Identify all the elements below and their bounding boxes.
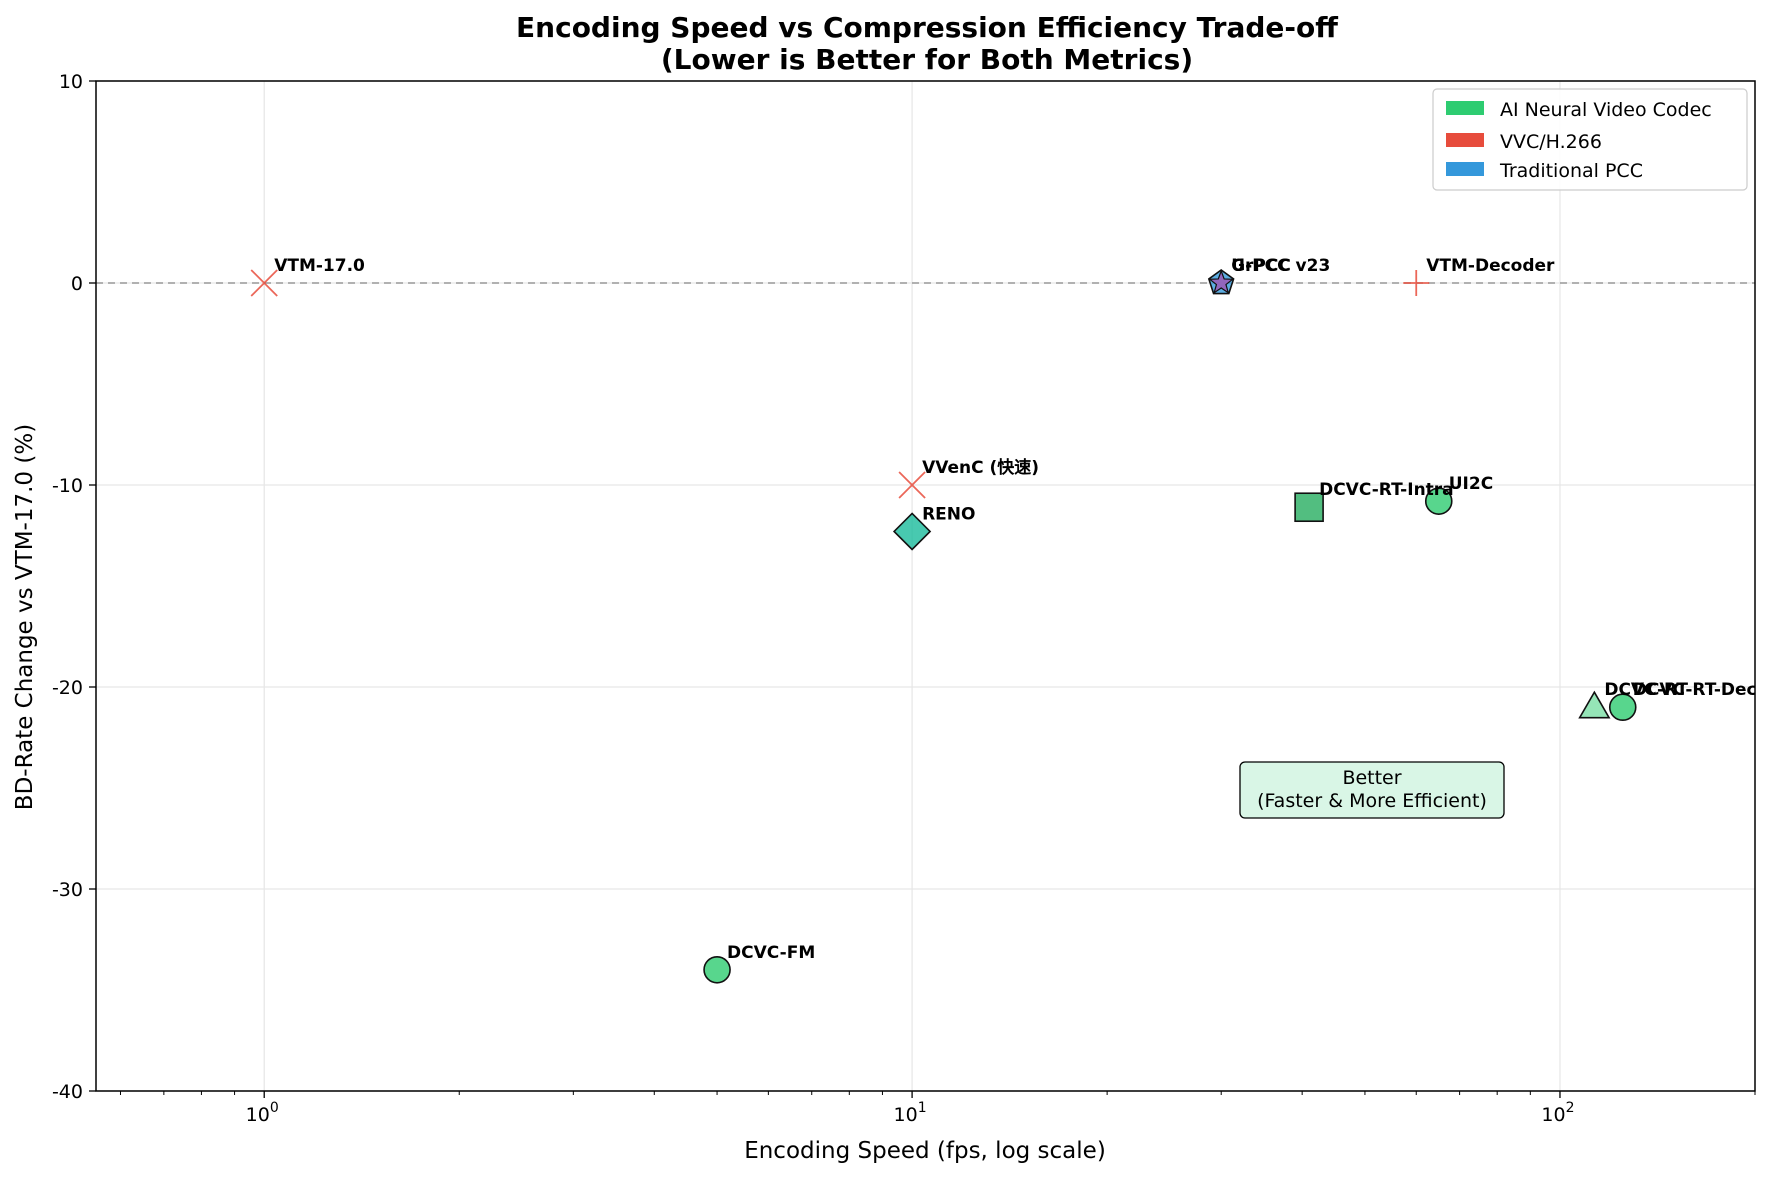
y-tick-label: -30 — [52, 879, 83, 901]
point-dcvc-fm-label: DCVC-FM — [727, 943, 815, 963]
point-vvenc — [898, 471, 926, 499]
point-dcvc-rt-intra — [1294, 492, 1324, 523]
point-vtm-17-0 — [250, 269, 278, 297]
point-vtm-decoder — [1403, 270, 1430, 296]
point-dcvc-rt — [1578, 690, 1611, 719]
y-tick-label: -20 — [52, 677, 83, 699]
point-dcvc-rt-dec-label: DCVC-RT-Dec — [1633, 680, 1757, 700]
y-tick-label: -40 — [52, 1081, 83, 1103]
point-labels: VTM-17.0 VVenC (快速) VTM-Decoder RENO G-PCC v… — [274, 256, 1756, 963]
point-dcvc-rt-label: DCVC-RT — [1604, 680, 1688, 700]
grid — [96, 80, 1755, 1092]
x-axis-label: Encoding Speed (fps, log scale) — [744, 1138, 1106, 1164]
point-reno — [892, 512, 932, 551]
x-tick-label: 102 — [1541, 1100, 1574, 1126]
point-urpcc-label: UrPCC — [1231, 256, 1291, 276]
plot-frame — [95, 80, 1756, 1092]
y-tick-label: 0 — [71, 273, 83, 295]
point-g-pcc-v23-label: G-PCC v23 — [1231, 256, 1330, 276]
legend-box — [1432, 88, 1748, 191]
point-dcvc-fm — [703, 955, 731, 984]
point-vtm-decoder-label: VTM-Decoder — [1426, 256, 1555, 276]
x-tick-label: 101 — [894, 1100, 927, 1126]
x-tick-label-exponent: 0 — [270, 1100, 279, 1116]
point-urpcc — [1208, 269, 1235, 295]
legend-label-ai: AI Neural Video Codec — [1500, 99, 1712, 121]
point-dcvc-rt-dec — [1608, 693, 1637, 722]
x-tick-label-exponent: 2 — [1566, 1100, 1575, 1116]
legend-label-pcc: Traditional PCC — [1499, 160, 1643, 182]
better-annotation-line1: Better — [1342, 767, 1401, 789]
x-tick-label-base: 10 — [894, 1104, 918, 1126]
legend: AI Neural Video Codec VVC/H.266 Traditio… — [1432, 88, 1748, 191]
point-vvenc-label: VVenC (快速) — [922, 457, 1039, 478]
better-annotation-line2: (Faster & More Efficient) — [1257, 790, 1487, 812]
x-tick-label: 100 — [246, 1100, 279, 1126]
chart-title-line1: Encoding Speed vs Compression Efficiency… — [516, 11, 1338, 44]
x-tick-label-exponent: 1 — [918, 1100, 927, 1116]
point-ui2c — [1424, 487, 1453, 515]
data-points — [250, 269, 1637, 984]
y-tick-label: -10 — [52, 475, 83, 497]
point-ui2c-label: UI2C — [1449, 474, 1493, 494]
x-tick-label-base: 10 — [1541, 1104, 1565, 1126]
point-vtm-17-0-label: VTM-17.0 — [274, 256, 365, 276]
better-annotation: Better (Faster & More Efficient) — [1239, 761, 1505, 819]
legend-swatch-ai — [1446, 101, 1484, 115]
legend-label-vvc: VVC/H.266 — [1500, 131, 1602, 153]
point-reno-label: RENO — [922, 504, 975, 524]
y-axis-label: BD-Rate Change vs VTM-17.0 (%) — [12, 424, 38, 810]
legend-swatch-vvc — [1446, 133, 1484, 147]
point-dcvc-rt-intra-label: DCVC-RT-Intra — [1319, 480, 1454, 500]
x-tick-label-base: 10 — [246, 1104, 270, 1126]
y-tick-label: 10 — [59, 71, 83, 93]
legend-swatch-pcc — [1446, 162, 1484, 176]
better-annotation-box — [1239, 761, 1505, 819]
chart-title-line2: (Lower is Better for Both Metrics) — [661, 43, 1193, 76]
